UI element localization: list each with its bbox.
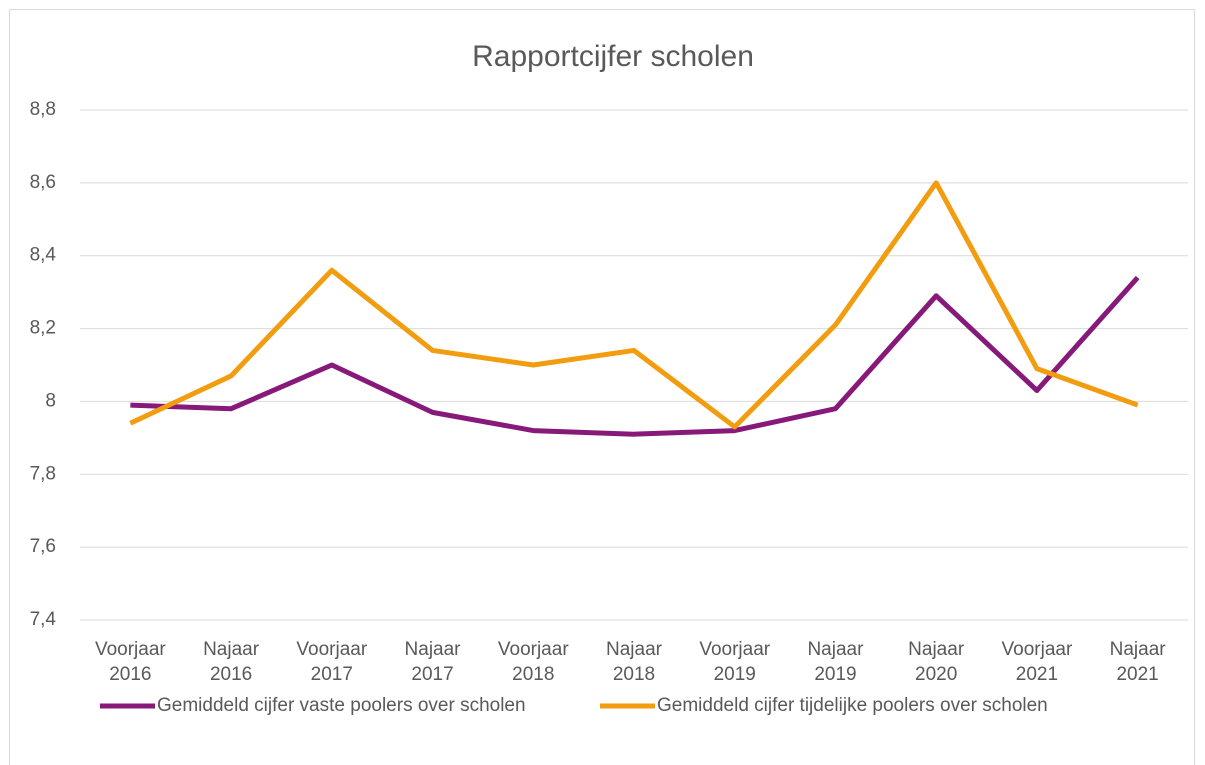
chart-title: Rapportcijfer scholen	[472, 40, 754, 73]
y-tick-label: 8,4	[30, 245, 57, 266]
y-tick-label: 7,4	[30, 609, 57, 630]
y-tick-label: 8,6	[30, 172, 56, 193]
x-tick-label: Najaar 2021	[1109, 639, 1166, 685]
y-tick-label: 7,8	[30, 463, 56, 484]
x-tick-label: Najaar 2019	[807, 639, 864, 685]
x-tick-label: Najaar 2020	[908, 639, 965, 685]
x-tick-label: Najaar 2018	[606, 639, 662, 685]
x-tick-label: Voorjaar 2016	[94, 639, 166, 685]
legend-label: Gemiddeld cijfer tijdelijke poolers over…	[657, 695, 1048, 716]
x-tick-label: Voorjaar 2017	[296, 639, 368, 685]
legend-label: Gemiddeld cijfer vaste poolers over scho…	[157, 695, 526, 716]
x-tick-label: Najaar 2016	[203, 639, 260, 685]
y-tick-label: 8,2	[30, 318, 56, 339]
series-line	[129, 180, 1139, 430]
y-tick-label: 7,6	[30, 536, 56, 557]
series-line	[130, 275, 1140, 437]
chart-border	[9, 9, 1195, 765]
x-tick-label: Voorjaar 2018	[497, 639, 569, 685]
y-tick-label: 8	[45, 390, 56, 411]
x-tick-label: Voorjaar 2019	[699, 639, 771, 685]
y-tick-label: 8,8	[30, 99, 56, 120]
x-tick-label: Najaar 2017	[404, 639, 461, 685]
x-tick-label: Voorjaar 2021	[1001, 639, 1073, 685]
